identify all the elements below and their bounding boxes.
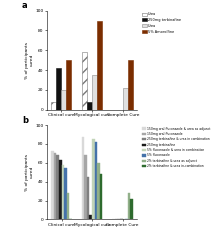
Legend: 150mg oral fluconazole & urea as adjunct, 150mg oral fluconazole, 250mg terbinaf: 150mg oral fluconazole & urea as adjunct… bbox=[142, 126, 210, 168]
Bar bbox=[51, 102, 56, 110]
Bar bbox=[89, 215, 92, 219]
Bar bbox=[87, 177, 89, 219]
Bar bbox=[66, 60, 71, 110]
Bar bbox=[61, 90, 66, 110]
Text: a: a bbox=[22, 1, 28, 10]
Bar bbox=[62, 165, 64, 219]
Bar bbox=[64, 168, 67, 219]
Bar bbox=[59, 160, 62, 219]
Bar bbox=[97, 163, 100, 219]
Bar bbox=[87, 102, 92, 110]
Bar bbox=[51, 151, 54, 219]
Bar bbox=[100, 174, 102, 219]
Legend: Urea, 250mg terbinafine, Urea, 5% Amorolfine: Urea, 250mg terbinafine, Urea, 5% Amorol… bbox=[142, 12, 181, 34]
Bar bbox=[84, 155, 87, 219]
Bar bbox=[56, 68, 61, 110]
Bar bbox=[54, 153, 56, 219]
Bar bbox=[92, 139, 95, 219]
Bar bbox=[128, 60, 133, 110]
Bar bbox=[82, 52, 87, 110]
Bar bbox=[128, 193, 130, 219]
Bar bbox=[130, 199, 133, 219]
Y-axis label: % of participants
cured: % of participants cured bbox=[25, 42, 33, 79]
Bar bbox=[123, 88, 128, 110]
Bar bbox=[82, 137, 84, 219]
Bar bbox=[97, 21, 102, 110]
Bar bbox=[92, 75, 97, 110]
Bar bbox=[95, 142, 97, 219]
Bar bbox=[67, 193, 69, 219]
Y-axis label: % of participants
cured: % of participants cured bbox=[25, 154, 33, 191]
Bar bbox=[56, 155, 59, 219]
Text: b: b bbox=[22, 116, 28, 125]
